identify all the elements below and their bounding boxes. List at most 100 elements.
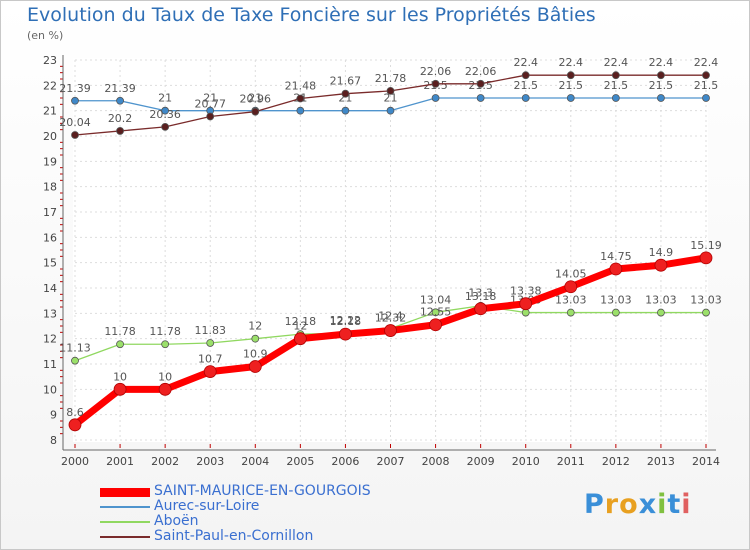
data-label-abo-n: 11.83 (194, 324, 226, 337)
x-tick-label: 2005 (286, 455, 314, 468)
logo-letter: o (619, 489, 639, 520)
x-tick-label: 2009 (467, 455, 495, 468)
x-tick-label: 2000 (61, 455, 89, 468)
data-point-aurec-sur-loire (161, 106, 170, 115)
data-point-aurec-sur-loire (611, 94, 620, 102)
data-label-abo-n: 12.18 (285, 315, 317, 328)
data-label-saint-paul-en-cornillon: 20.96 (240, 93, 272, 106)
data-label-abo-n: 12 (248, 320, 262, 333)
data-label-abo-n: 11.13 (59, 342, 91, 355)
data-label-saint-maurice-en-gourgois: 12.55 (420, 306, 452, 319)
data-point-saint-maurice-en-gourgois (699, 251, 713, 265)
legend-swatch (100, 536, 150, 538)
data-label-abo-n: 12.22 (330, 314, 362, 327)
data-point-saint-paul-en-cornillon (161, 122, 170, 131)
x-tick-label: 2006 (331, 455, 359, 468)
data-label-saint-maurice-en-gourgois: 12 (293, 320, 307, 333)
proxiti-logo: Proxiti (584, 489, 692, 520)
y-tick-label: 22 (43, 79, 57, 92)
chart-title: Evolution du Taux de Taxe Foncière sur l… (27, 4, 596, 26)
data-point-aurec-sur-loire (657, 94, 665, 102)
x-tick-label: 2008 (422, 455, 450, 468)
y-unit-label: (en %) (27, 29, 64, 42)
data-label-saint-paul-en-cornillon: 22.06 (465, 65, 497, 78)
data-label-aurec-sur-loire: 21 (203, 92, 217, 105)
y-tick-label: 18 (43, 181, 57, 194)
data-point-saint-paul-en-cornillon (521, 71, 530, 80)
data-label-saint-paul-en-cornillon: 22.4 (604, 56, 629, 69)
y-tick-label: 12 (43, 333, 57, 346)
data-label-aurec-sur-loire: 21.5 (694, 79, 719, 92)
data-point-abo-n (521, 308, 530, 317)
x-tick-label: 2011 (557, 455, 585, 468)
x-tick-label: 2003 (196, 455, 224, 468)
data-point-saint-maurice-en-gourgois (564, 280, 578, 294)
data-point-saint-paul-en-cornillon (431, 79, 440, 88)
data-label-aurec-sur-loire: 21.5 (559, 79, 584, 92)
data-point-abo-n (702, 308, 710, 317)
y-tick-label: 14 (43, 282, 57, 295)
data-point-abo-n (206, 339, 215, 347)
data-point-abo-n (161, 340, 170, 349)
y-tick-label: 17 (43, 206, 57, 219)
data-label-saint-maurice-en-gourgois: 10.9 (243, 348, 268, 361)
y-tick-label: 16 (43, 231, 57, 244)
data-label-abo-n: 11.78 (149, 325, 181, 338)
data-point-saint-maurice-en-gourgois (474, 302, 488, 316)
data-point-abo-n (611, 308, 620, 317)
x-tick-label: 2010 (512, 455, 540, 468)
data-label-saint-paul-en-cornillon: 21.78 (375, 72, 407, 85)
logo-letter: P (584, 489, 605, 520)
data-label-aurec-sur-loire: 21.39 (59, 82, 91, 95)
data-label-aurec-sur-loire: 21.5 (649, 79, 674, 92)
logo-letter: i (681, 489, 692, 520)
data-label-saint-paul-en-cornillon: 20.36 (149, 108, 181, 121)
data-point-aurec-sur-loire (116, 96, 124, 105)
data-label-aurec-sur-loire: 21 (248, 92, 262, 105)
legend-label: Saint-Paul-en-Cornillon (154, 528, 314, 544)
data-point-aurec-sur-loire (341, 106, 350, 115)
data-label-abo-n: 11.78 (104, 325, 136, 338)
x-tick-label: 2012 (602, 455, 630, 468)
y-tick-label: 20 (43, 130, 57, 143)
logo-letter: r (604, 489, 620, 520)
data-point-abo-n (71, 356, 79, 365)
data-point-aurec-sur-loire (702, 94, 710, 102)
data-point-saint-paul-en-cornillon (386, 87, 395, 95)
data-point-abo-n (431, 308, 440, 317)
data-point-saint-paul-en-cornillon (71, 131, 79, 139)
data-point-aurec-sur-loire (521, 94, 530, 102)
data-label-saint-paul-en-cornillon: 22.06 (420, 65, 452, 78)
y-tick-label: 11 (43, 358, 57, 371)
data-point-aurec-sur-loire (296, 106, 305, 115)
y-tick-label: 19 (43, 155, 57, 168)
data-point-saint-maurice-en-gourgois (609, 262, 623, 276)
y-tick-label: 23 (43, 54, 57, 67)
data-point-saint-paul-en-cornillon (476, 79, 485, 88)
data-point-abo-n (251, 334, 260, 343)
logo-letter: x (638, 489, 658, 520)
data-point-abo-n (116, 340, 124, 349)
data-label-saint-maurice-en-gourgois: 10 (113, 370, 127, 383)
data-point-saint-paul-en-cornillon (657, 71, 665, 80)
data-label-saint-maurice-en-gourgois: 12.18 (330, 315, 362, 328)
data-label-saint-maurice-en-gourgois: 10 (158, 370, 172, 383)
data-point-saint-paul-en-cornillon (566, 71, 575, 80)
data-point-saint-paul-en-cornillon (611, 71, 620, 80)
logo-letter: i (657, 489, 668, 520)
data-label-abo-n: 13.3 (468, 287, 493, 300)
data-label-saint-maurice-en-gourgois: 14.75 (600, 250, 632, 263)
data-point-saint-maurice-en-gourgois (654, 258, 668, 272)
data-point-saint-maurice-en-gourgois (339, 327, 352, 341)
data-label-abo-n: 13.03 (690, 294, 722, 307)
data-label-saint-maurice-en-gourgois: 13.18 (465, 290, 497, 303)
data-label-abo-n: 13.03 (645, 294, 677, 307)
y-tick-label: 13 (43, 307, 57, 320)
data-label-aurec-sur-loire: 21 (384, 92, 398, 105)
data-label-saint-paul-en-cornillon: 22.4 (513, 56, 538, 69)
data-point-aurec-sur-loire (386, 106, 395, 115)
x-tick-label: 2001 (106, 455, 134, 468)
data-point-saint-maurice-en-gourgois (519, 297, 533, 311)
data-label-saint-paul-en-cornillon: 22.4 (649, 56, 674, 69)
